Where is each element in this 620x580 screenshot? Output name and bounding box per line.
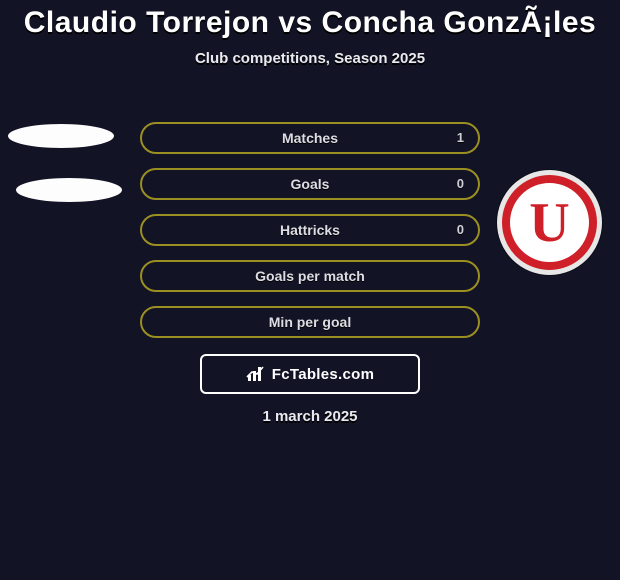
date-text: 1 march 2025 [0, 408, 620, 425]
stat-label: Hattricks [280, 222, 340, 238]
stat-label: Goals per match [255, 268, 365, 284]
stats-block: Matches 1 Goals 0 Hattricks 0 Goals per match M… [140, 122, 480, 352]
stat-bar-1: Goals 0 [140, 168, 480, 200]
stat-bar-3: Goals per match [140, 260, 480, 292]
stat-label: Goals [291, 176, 330, 192]
chart-icon [246, 365, 266, 383]
page-title: Claudio Torrejon vs Concha GonzÃ¡les [0, 0, 620, 40]
brand-text: FcTables.com [272, 366, 375, 383]
club-logo: U [497, 170, 602, 275]
stat-bar-0: Matches 1 [140, 122, 480, 154]
club-logo-letter: U [510, 183, 589, 262]
comparison-card: Claudio Torrejon vs Concha GonzÃ¡les Clu… [0, 0, 620, 580]
stat-value: 0 [457, 170, 464, 202]
branding: FcTables.com [200, 354, 420, 394]
stat-label: Matches [282, 130, 338, 146]
page-subtitle: Club competitions, Season 2025 [0, 50, 620, 67]
stat-label: Min per goal [269, 314, 351, 330]
blank-badge-1 [16, 178, 122, 202]
stat-bar-4: Min per goal [140, 306, 480, 338]
stat-bar-2: Hattricks 0 [140, 214, 480, 246]
club-logo-ring: U [502, 175, 597, 270]
stat-value: 1 [457, 124, 464, 156]
blank-badge-0 [8, 124, 114, 148]
stat-value: 0 [457, 216, 464, 248]
